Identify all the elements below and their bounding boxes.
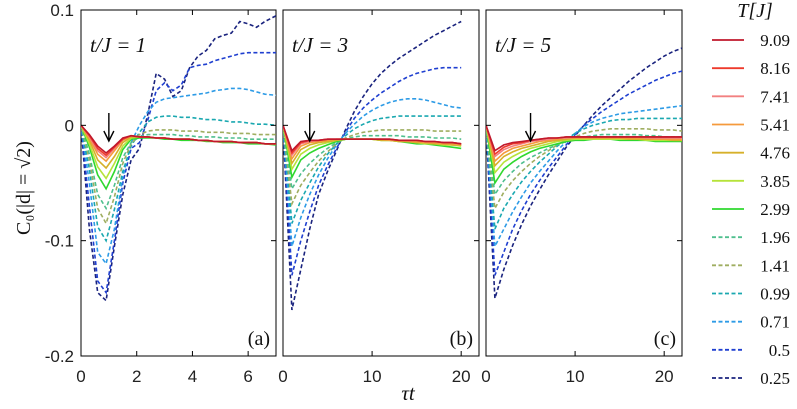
x-tick-label: 10 [566,367,585,386]
series-line-T0.99 [81,115,276,243]
x-tick-label: 10 [363,367,382,386]
series-line-T0.25 [486,47,682,299]
x-tick-label: 0 [76,367,85,386]
legend-label: 0.25 [760,369,790,388]
x-axis-label: τt [401,381,416,405]
panel-label: (b) [450,328,473,350]
legend-label: 4.76 [760,144,790,163]
plot-area [283,20,462,311]
panel-2: 0 10 20 t/J = 3 (b) [278,9,480,386]
y-tick-label: 0.1 [50,1,74,20]
series-line-T1.41 [486,125,682,212]
series-line-T0.5 [283,66,462,276]
y-tick-label: -0.1 [45,232,74,251]
panel-label: (a) [248,328,270,350]
legend-label: 1.41 [760,256,790,275]
series-line-T1.96 [283,125,462,192]
series-line-T0.99 [486,117,682,230]
legend-label: 3.85 [760,172,790,191]
legend-label: 8.16 [760,59,790,78]
legend-label: 0.99 [760,285,790,304]
axes-layer: 0.10-0.1-0.20 2 4 6t/J = 1(a)0 10 20t/J = 3(b… [45,1,683,386]
panel-title: t/J = 5 [495,33,551,57]
x-tick-label: 4 [188,367,197,386]
panel-title: t/J = 1 [90,33,146,57]
legend-label: 5.41 [760,116,790,135]
x-tick-label: 2 [132,367,141,386]
legend-label: 7.41 [760,87,790,106]
x-tick-label: 20 [452,367,471,386]
legend-label: 2.99 [760,200,790,219]
series-line-T1.41 [283,125,462,207]
panel-label: (c) [654,328,676,350]
panel-frame [485,9,683,357]
panel-3: 0 10 20 t/J = 5 (c) [481,9,683,386]
y-axis-label: C₀(|d| = √2) [13,141,35,235]
legend-label: 1.96 [760,228,790,247]
series-line-T3.85 [486,125,682,175]
legend-label: 9.09 [760,31,790,50]
panel-1: 0 2 4 6 t/J = 1 (a) [76,9,277,386]
plot-area [81,15,276,303]
arrow-annotation [103,113,115,143]
legend: T[J] 9.09 8.16 7.41 5.41 4.76 3.85 2.99 1.96 1.4… [712,0,790,388]
plot-area [486,47,682,299]
series-line-T0.25 [283,20,462,311]
panel-title: t/J = 3 [292,33,348,57]
x-tick-label: 6 [243,367,252,386]
panel-frame [282,9,480,357]
y-tick-label: 0 [65,116,74,135]
arrow-annotation [304,113,316,143]
x-tick-label: 0 [481,367,490,386]
series-line-T0.71 [283,98,462,247]
x-tick-label: 20 [655,367,674,386]
x-tick-label: 0 [278,367,287,386]
y-tick-label: -0.2 [45,347,74,366]
legend-label: 0.71 [760,313,790,332]
series-line-T0.5 [486,70,682,276]
legend-title: T[J] [737,0,773,22]
panel-frame [80,9,277,357]
series-line-T1.96 [81,125,276,211]
legend-label: 0.5 [769,341,790,360]
series-line-T0.99 [283,115,462,224]
series-line-T9.09 [81,124,276,155]
series-line-T1.41 [81,125,276,226]
series-line-T9.09 [283,125,462,153]
series-line-T0.71 [486,104,682,250]
series-line-T0.71 [81,87,276,266]
series-line-T9.09 [486,125,682,152]
series-line-T0.5 [81,51,276,295]
arrow-annotation [524,113,537,143]
